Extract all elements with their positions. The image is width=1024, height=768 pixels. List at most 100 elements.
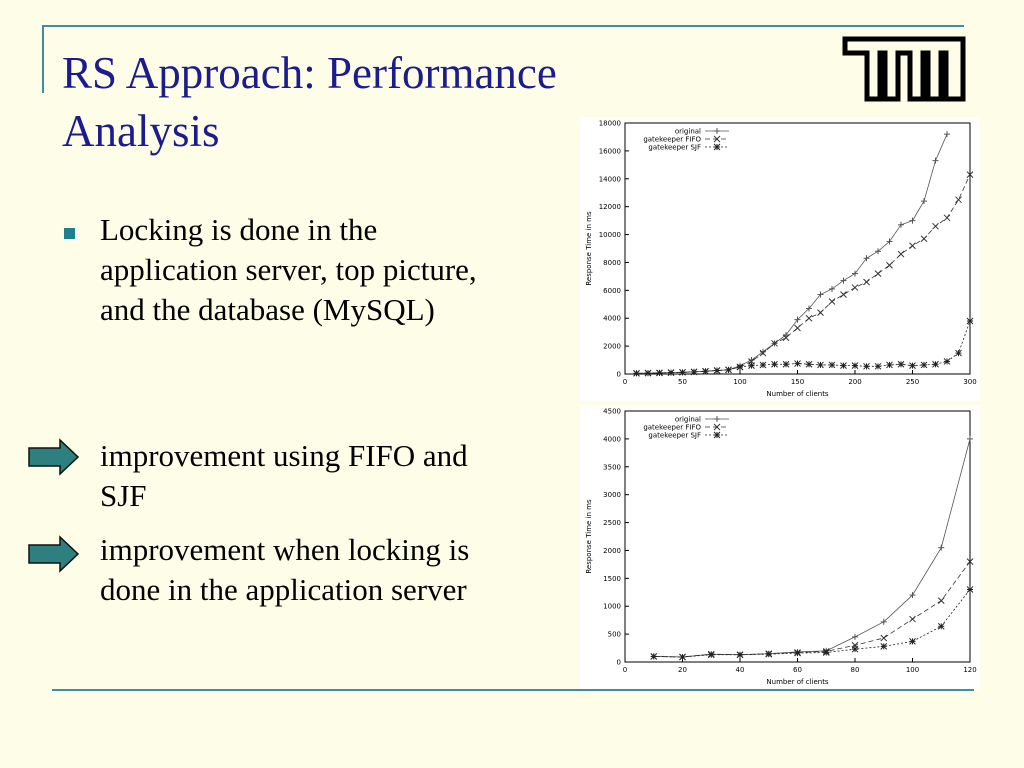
arrow-item-app-server: improvement when locking is done in the … [100,532,470,607]
data-point [886,361,893,369]
data-point [806,305,812,312]
legend-entry: gatekeeper FIFO [643,136,701,144]
data-point [794,360,801,367]
data-point [759,349,767,357]
left-accent-rule [42,25,44,93]
legend-marker [713,135,721,143]
x-axis-label: Number of clients [766,678,829,686]
data-point [725,366,732,374]
data-point [736,363,744,371]
y-tick-label: 500 [608,631,621,639]
data-point [817,291,824,298]
data-point [880,643,888,650]
data-point [966,171,974,178]
y-tick-label: 6000 [603,287,621,295]
y-tick-label: 12000 [599,203,621,211]
data-point [880,618,887,625]
data-point [771,360,778,368]
data-point [943,358,951,365]
series-0 [650,435,973,660]
legend-entry: gatekeeper FIFO [643,424,701,432]
x-tick-label: 0 [623,378,627,386]
data-point [944,131,950,138]
arrow-right-icon [28,535,80,573]
data-point [909,592,916,599]
x-tick-label: 250 [906,378,919,386]
data-point [828,361,836,369]
data-point [748,362,755,369]
legend-marker [713,143,721,151]
data-point [736,651,744,659]
data-point [765,650,773,658]
data-point [771,339,778,347]
data-point [909,217,916,224]
x-axis-label: Number of clients [766,390,829,398]
legend-entry: gatekeeper SJF [648,432,701,440]
data-point [863,278,870,286]
data-point [782,360,790,368]
arrow-item-fifo-sjf: improvement using FIFO and SJF [100,438,468,513]
arrow-right-icon [28,438,80,476]
data-point [967,435,973,442]
x-tick-label: 80 [851,666,860,674]
chart-bottom: 0 20 40 60 80 100 120 0 500 1000 1500 2000 2500 3000 3… [580,405,980,689]
x-tick-label: 50 [678,378,687,386]
data-point [909,242,916,250]
y-tick-label: 2000 [603,343,621,351]
y-tick-label: 8000 [603,259,621,267]
bottom-divider [52,689,974,691]
data-point [794,324,801,332]
data-point [955,349,962,357]
y-tick-label: 1000 [603,603,621,611]
legend-entry: original [675,416,701,424]
data-point [782,334,790,342]
y-tick-label: 3000 [603,491,621,499]
x-tick-label: 20 [678,666,687,674]
data-point [805,360,813,368]
data-point [874,270,882,277]
data-point [863,255,870,262]
chart-bottom-svg: 0 20 40 60 80 100 120 0 500 1000 1500 2000 2500 3000 3… [585,408,977,687]
data-point [805,314,813,322]
data-point [794,316,801,323]
data-point [633,369,640,377]
plot-frame [624,410,971,663]
data-point [852,633,858,640]
data-point [886,238,893,245]
x-tick-label: 0 [623,666,627,674]
chart-top: 0 50 100 150 200 250 300 0 2000 4000 6000 8000 10000… [580,117,980,401]
data-point [897,250,905,258]
data-point [759,361,767,369]
top-divider [44,25,964,27]
legend-marker [713,431,721,439]
data-point [851,284,859,291]
data-point [932,222,939,230]
legend-marker [713,423,721,431]
data-point [851,645,859,653]
data-point [909,615,916,623]
data-point [667,369,675,376]
data-point [897,360,905,368]
series-line [653,561,971,658]
data-point [817,361,824,369]
legend-entry: original [675,128,701,136]
y-tick-label: 4000 [603,435,621,443]
data-point [817,309,824,316]
data-point [886,261,893,269]
legend-marker [714,128,720,134]
y-axis-label: Response Time in ms [585,499,593,574]
bullet-square [64,228,75,239]
data-point [863,362,870,370]
data-point [909,638,916,645]
data-point [679,653,686,661]
y-tick-label: 18000 [599,120,621,128]
series-line [636,174,971,374]
data-point [702,367,709,375]
data-point [966,317,974,325]
series-1 [650,558,974,661]
data-point [920,235,928,243]
data-point [875,248,881,255]
y-tick-label: 4000 [603,315,621,323]
y-tick-label: 14000 [599,175,621,183]
data-point [828,298,836,305]
